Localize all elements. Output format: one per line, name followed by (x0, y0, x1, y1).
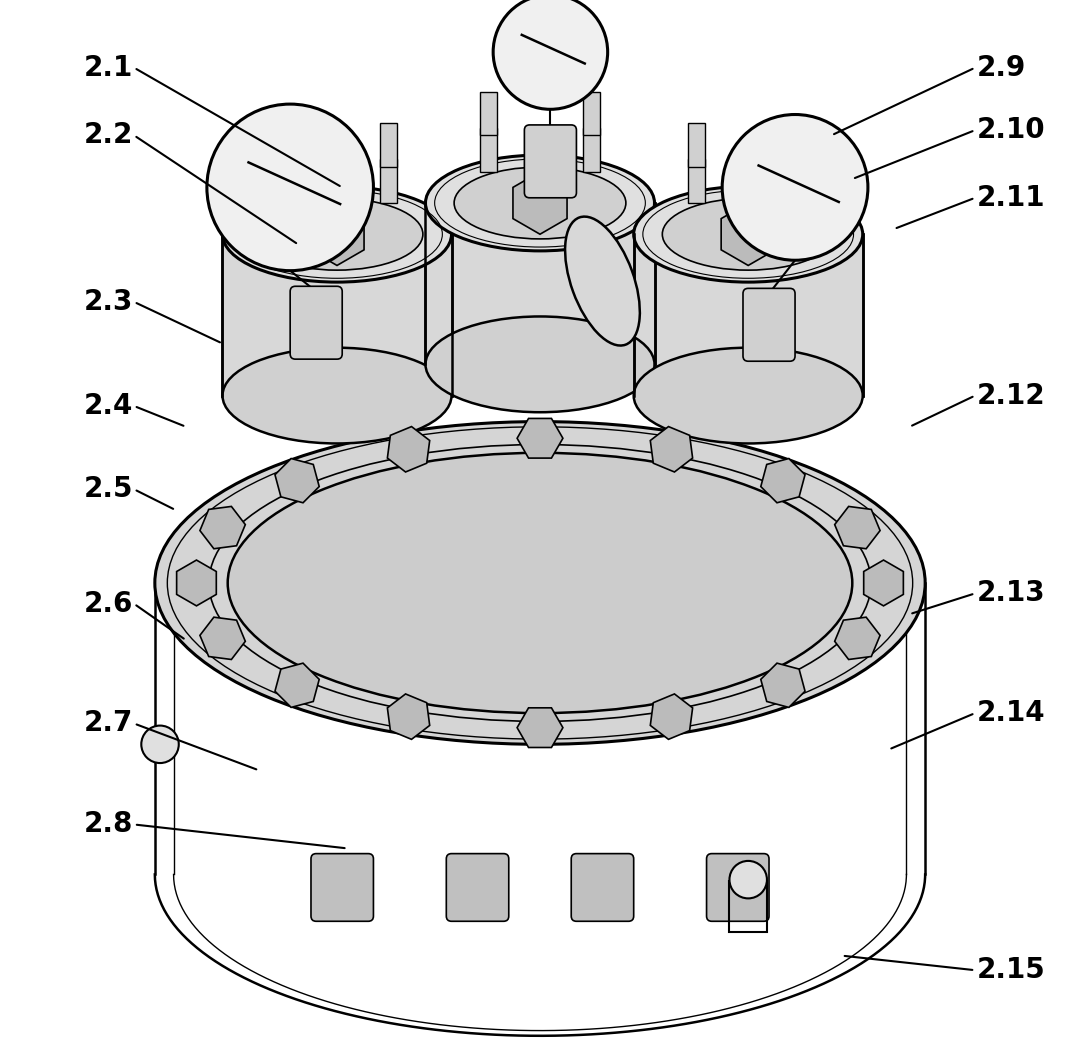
Polygon shape (426, 203, 654, 364)
Polygon shape (634, 234, 863, 396)
Text: 2.5: 2.5 (84, 476, 134, 503)
Bar (278, 123, 294, 167)
FancyBboxPatch shape (446, 854, 509, 921)
Polygon shape (222, 234, 451, 396)
Text: 2.1: 2.1 (84, 54, 133, 81)
Ellipse shape (634, 186, 863, 282)
Ellipse shape (662, 199, 834, 271)
Ellipse shape (252, 199, 423, 271)
FancyBboxPatch shape (743, 288, 795, 361)
Ellipse shape (634, 348, 863, 443)
FancyBboxPatch shape (291, 286, 342, 359)
Text: 2.9: 2.9 (977, 54, 1026, 81)
Bar (688, 123, 705, 167)
Text: 2.14: 2.14 (977, 700, 1045, 727)
Text: 2.4: 2.4 (84, 392, 134, 420)
Text: 2.3: 2.3 (84, 288, 134, 315)
Ellipse shape (207, 104, 374, 271)
Bar (278, 159, 294, 203)
Bar (583, 128, 599, 172)
Ellipse shape (228, 453, 852, 713)
Bar (792, 123, 808, 167)
Ellipse shape (454, 168, 626, 239)
FancyBboxPatch shape (525, 125, 577, 198)
Bar (380, 123, 396, 167)
Ellipse shape (426, 316, 654, 412)
Bar (481, 92, 497, 135)
Circle shape (141, 726, 179, 763)
Text: 2.10: 2.10 (977, 117, 1045, 144)
Ellipse shape (426, 155, 654, 251)
Text: 2.2: 2.2 (84, 122, 134, 149)
Ellipse shape (222, 186, 451, 282)
Ellipse shape (222, 348, 451, 443)
Text: 2.12: 2.12 (977, 382, 1045, 409)
FancyBboxPatch shape (571, 854, 634, 921)
Ellipse shape (494, 0, 608, 109)
Bar (688, 159, 705, 203)
Text: 2.11: 2.11 (977, 184, 1045, 211)
Circle shape (729, 861, 767, 898)
Text: 2.15: 2.15 (977, 957, 1045, 984)
Bar (380, 159, 396, 203)
Ellipse shape (723, 115, 868, 260)
Ellipse shape (565, 217, 639, 346)
Bar (583, 92, 599, 135)
Bar (792, 159, 808, 203)
Bar (481, 128, 497, 172)
Text: 2.13: 2.13 (977, 580, 1045, 607)
FancyBboxPatch shape (706, 854, 769, 921)
Ellipse shape (154, 422, 926, 744)
Text: 2.8: 2.8 (84, 811, 134, 838)
Text: 2.7: 2.7 (84, 710, 134, 737)
Text: 2.6: 2.6 (84, 590, 134, 617)
FancyBboxPatch shape (311, 854, 374, 921)
